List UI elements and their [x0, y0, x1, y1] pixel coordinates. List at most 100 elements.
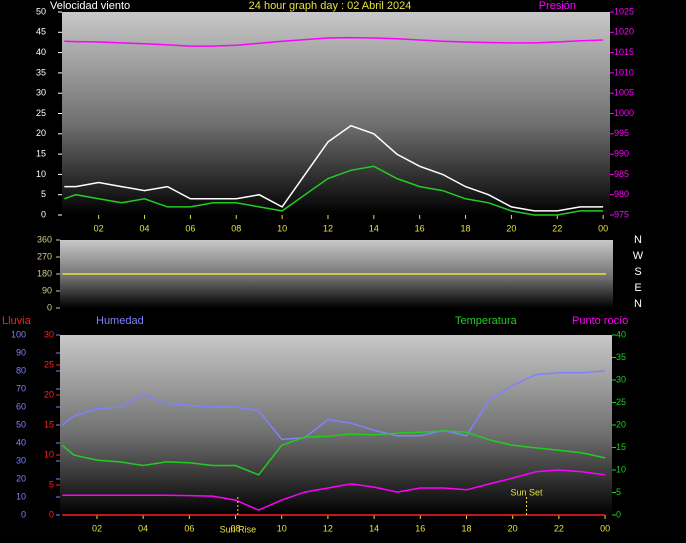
direction-label: S — [634, 266, 641, 278]
x-tick-label: 00 — [600, 523, 610, 533]
y2-axis-label: Presión — [539, 0, 576, 12]
y-tick-label: 20 — [44, 389, 54, 399]
y-tick-label: 995 — [614, 128, 629, 138]
direction-label: W — [633, 250, 644, 262]
y-tick-label: 20 — [616, 419, 626, 429]
direction-label: N — [634, 298, 642, 310]
y-tick-label: 1000 — [614, 108, 634, 118]
y-tick-label: 80 — [16, 365, 26, 375]
y-axis-label: Velocidad viento — [50, 0, 130, 12]
y-tick-label: 10 — [616, 464, 626, 474]
direction-label: N — [634, 234, 642, 246]
y-tick-label: 5 — [616, 487, 621, 497]
legend-label: Temperatura — [455, 315, 518, 327]
x-tick-label: 14 — [369, 523, 379, 533]
x-tick-label: 16 — [415, 223, 425, 233]
x-tick-label: 02 — [94, 223, 104, 233]
annotation: Sun Set — [511, 487, 544, 497]
y-tick-label: 1015 — [614, 47, 634, 57]
y-tick-label: 360 — [37, 234, 52, 244]
x-tick-label: 10 — [277, 223, 287, 233]
series-line — [61, 430, 606, 476]
x-tick-label: 06 — [185, 223, 195, 233]
x-tick-label: 04 — [140, 223, 150, 233]
y-tick-label: 180 — [37, 268, 52, 278]
y-tick-label: 0 — [49, 509, 54, 519]
legend-label: Punto rocío — [572, 315, 628, 327]
x-tick-label: 22 — [552, 223, 562, 233]
y-tick-label: 0 — [47, 302, 52, 312]
y-tick-label: 30 — [16, 455, 26, 465]
y-tick-label: 990 — [614, 148, 629, 158]
direction-label: E — [634, 282, 641, 294]
x-tick-label: 10 — [277, 523, 287, 533]
series-line — [62, 469, 606, 511]
y-tick-label: 1005 — [614, 88, 634, 98]
y-tick-label: 0 — [41, 209, 46, 219]
y-tick-label: 985 — [614, 169, 629, 179]
x-tick-label: 08 — [231, 223, 241, 233]
x-tick-label: 16 — [415, 523, 425, 533]
y-tick-label: 35 — [36, 67, 46, 77]
y-tick-label: 15 — [616, 442, 626, 452]
y-tick-label: 1010 — [614, 67, 634, 77]
y-tick-label: 25 — [44, 359, 54, 369]
x-tick-label: 12 — [323, 223, 333, 233]
x-tick-label: 22 — [554, 523, 564, 533]
series-line — [61, 370, 606, 441]
series-line — [64, 124, 604, 212]
y-tick-label: 25 — [36, 108, 46, 118]
y-tick-label: 50 — [36, 6, 46, 16]
y-tick-label: 10 — [36, 169, 46, 179]
y-tick-label: 50 — [16, 419, 26, 429]
y-tick-label: 40 — [16, 437, 26, 447]
y-tick-label: 70 — [16, 383, 26, 393]
y-tick-label: 0 — [21, 509, 26, 519]
x-tick-label: 18 — [461, 223, 471, 233]
y-tick-label: 15 — [36, 148, 46, 158]
y-tick-label: 15 — [44, 419, 54, 429]
x-tick-label: 18 — [461, 523, 471, 533]
x-tick-label: 06 — [184, 523, 194, 533]
legend-label: Lluvia — [2, 315, 32, 327]
y-tick-label: 1020 — [614, 27, 634, 37]
y-tick-label: 20 — [36, 128, 46, 138]
y-tick-label: 5 — [49, 479, 54, 489]
y-tick-label: 20 — [16, 473, 26, 483]
y-tick-label: 30 — [44, 329, 54, 339]
y-tick-label: 90 — [42, 285, 52, 295]
legend-label: Humedad — [96, 315, 144, 327]
y-tick-label: 25 — [616, 397, 626, 407]
y-tick-label: 980 — [614, 189, 629, 199]
x-tick-label: 02 — [92, 523, 102, 533]
y-tick-label: 45 — [36, 27, 46, 37]
y-tick-label: 30 — [36, 88, 46, 98]
x-tick-label: 08 — [231, 523, 241, 533]
y-tick-label: 40 — [36, 47, 46, 57]
x-tick-label: 20 — [508, 523, 518, 533]
y-tick-label: 30 — [616, 374, 626, 384]
y-tick-label: 270 — [37, 251, 52, 261]
plot-area — [60, 335, 612, 515]
x-tick-label: 20 — [506, 223, 516, 233]
x-tick-label: 04 — [138, 523, 148, 533]
y-tick-label: 5 — [41, 189, 46, 199]
y-tick-label: 975 — [614, 209, 629, 219]
series-line — [64, 165, 604, 216]
y-tick-label: 1025 — [614, 6, 634, 16]
series-line — [64, 36, 604, 47]
y-tick-label: 10 — [44, 449, 54, 459]
y-tick-label: 35 — [616, 352, 626, 362]
y-tick-label: 10 — [16, 491, 26, 501]
y-tick-label: 90 — [16, 347, 26, 357]
x-tick-label: 14 — [369, 223, 379, 233]
plot-area — [62, 12, 610, 215]
x-tick-label: 00 — [598, 223, 608, 233]
y-tick-label: 100 — [11, 329, 26, 339]
x-tick-label: 12 — [323, 523, 333, 533]
y-tick-label: 60 — [16, 401, 26, 411]
annotation: Sun Rise — [220, 524, 257, 534]
chart-title: 24 hour graph day : 02 Abril 2024 — [249, 0, 412, 12]
